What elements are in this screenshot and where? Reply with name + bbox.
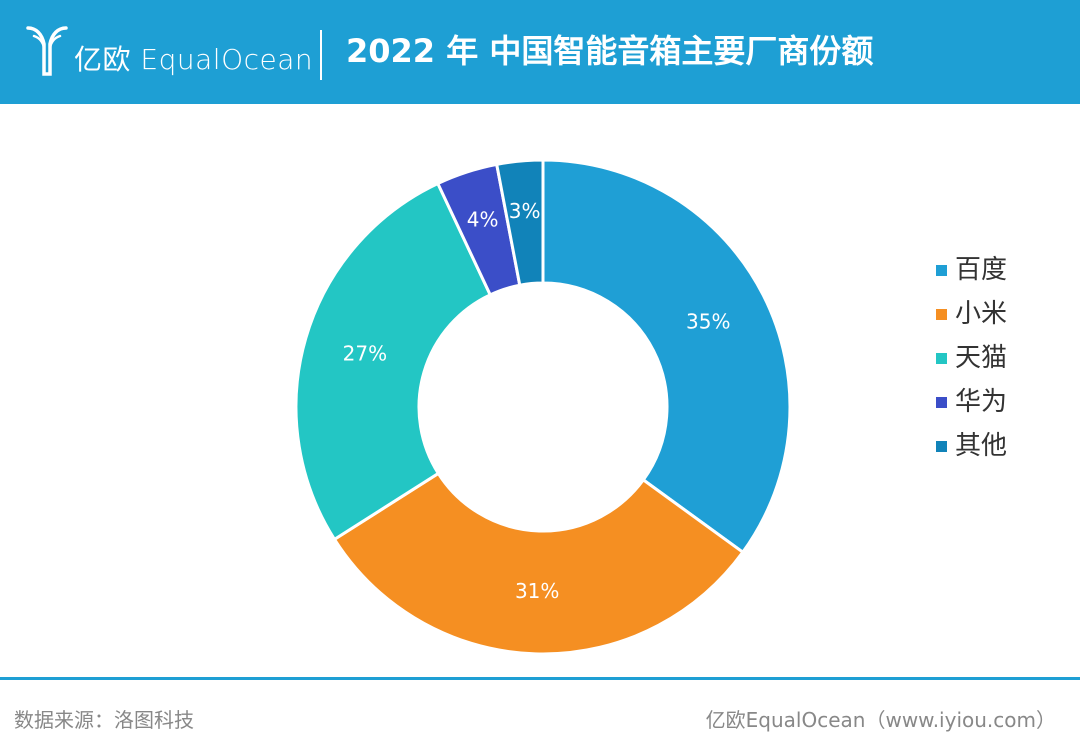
legend-label: 天猫 (955, 343, 1008, 373)
legend-item: 华为 (936, 380, 1007, 424)
donut-slice (294, 181, 493, 542)
footer-divider (0, 677, 1080, 680)
legend-label: 其他 (955, 431, 1008, 461)
page-title: 2022 年 中国智能音箱主要厂商份额 (346, 32, 874, 70)
legend-swatch (936, 352, 947, 364)
donut-slice (541, 158, 792, 555)
legend-swatch (936, 308, 947, 320)
footer-credit: 亿欧EqualOcean（www.iyiou.com） (705, 708, 1056, 732)
slice-value-label: 4% (467, 208, 499, 232)
legend-label: 小米 (955, 299, 1008, 329)
brand-cn: 亿欧 (74, 43, 132, 76)
legend-label: 华为 (955, 387, 1008, 417)
legend-swatch (936, 264, 947, 276)
data-source: 数据来源：洛图科技 (14, 708, 194, 732)
chart-legend: 百度小米天猫华为其他 (936, 248, 1007, 468)
legend-item: 其他 (936, 424, 1007, 468)
slice-value-label: 35% (686, 309, 730, 333)
donut-chart: 35% 31% 27% 4% 3% (294, 158, 792, 656)
header-divider (320, 30, 322, 80)
equalocean-logo-icon (26, 26, 68, 76)
donut-slice (494, 158, 545, 287)
slice-value-label: 3% (509, 199, 541, 223)
slice-value-label: 31% (515, 579, 559, 603)
slice-value-label: 27% (343, 342, 387, 366)
legend-swatch (936, 396, 947, 408)
legend-swatch (936, 440, 947, 452)
legend-item: 小米 (936, 292, 1007, 336)
brand-en: EqualOcean (140, 43, 314, 76)
legend-item: 天猫 (936, 336, 1007, 380)
legend-item: 百度 (936, 248, 1007, 292)
donut-slice (332, 471, 745, 656)
header-bar: 亿欧 EqualOcean 2022 年 中国智能音箱主要厂商份额 (0, 0, 1080, 104)
legend-label: 百度 (955, 255, 1008, 285)
brand-logo-text: 亿欧 EqualOcean (74, 46, 313, 74)
